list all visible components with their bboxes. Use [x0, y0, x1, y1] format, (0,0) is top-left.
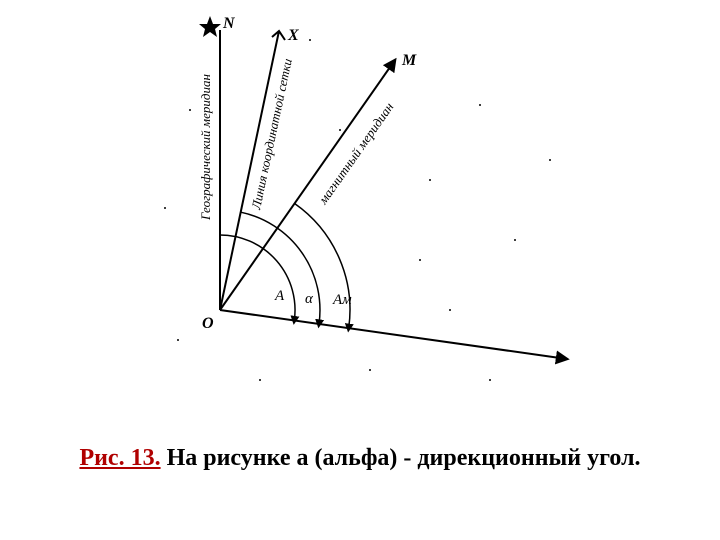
arc-am-label: Aм	[332, 292, 352, 308]
direction-line	[220, 310, 567, 359]
grid-north-line-label: Линия координатной сетки	[248, 57, 295, 212]
magnetic-north-end-label: M	[401, 52, 417, 69]
figure-caption: Рис. 13. На рисунке а (альфа) - дирекцио…	[0, 445, 720, 472]
arc-a	[220, 235, 295, 320]
diagram-canvas: N Географический меридиан X Линия коорди…	[120, 10, 600, 420]
arc-alpha	[241, 212, 320, 324]
true-north-line-label: Географический меридиан	[198, 74, 213, 221]
arc-am	[295, 204, 350, 329]
north-star-icon	[199, 16, 221, 37]
arc-alpha-label: α	[305, 291, 314, 307]
caption-prefix: Рис. 13.	[79, 445, 160, 471]
grid-north-end-label: X	[287, 27, 299, 44]
arc-a-label: A	[274, 288, 285, 304]
origin-label: O	[202, 315, 214, 332]
caption-text: На рисунке а (альфа) - дирекционный угол…	[161, 445, 641, 471]
north-label: N	[222, 15, 236, 32]
